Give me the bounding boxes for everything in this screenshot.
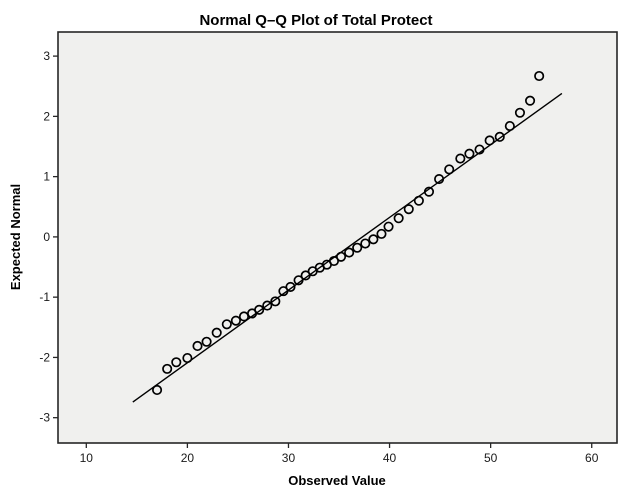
- data-point-circle: [192, 340, 203, 352]
- y-tick-label: 0: [43, 230, 50, 244]
- data-point-circle: [474, 144, 485, 155]
- data-point-circle: [376, 228, 387, 239]
- data-point-circle: [221, 319, 232, 330]
- data-point-circle: [494, 131, 505, 142]
- data-point-circle: [171, 357, 182, 368]
- data-point-circle: [413, 195, 424, 206]
- data-point-circle: [368, 234, 379, 245]
- y-tick-label: -3: [39, 411, 50, 425]
- data-point-circle: [162, 363, 173, 374]
- data-point-circle: [434, 173, 445, 185]
- data-point-circle: [211, 327, 222, 338]
- data-point-circle: [464, 148, 475, 159]
- plot-area-frame: [57, 31, 618, 444]
- y-tick-label: 3: [43, 49, 50, 63]
- data-point-circle: [201, 336, 212, 347]
- data-point-circle: [262, 300, 273, 311]
- data-point-circle: [525, 95, 536, 106]
- data-point-circle: [444, 164, 455, 175]
- data-point-circle: [352, 242, 363, 253]
- data-point-circle: [293, 275, 304, 286]
- data-point-circle: [182, 352, 193, 364]
- y-tick-label: 2: [43, 109, 50, 123]
- data-point-circle: [278, 286, 289, 297]
- data-point-circle: [455, 153, 466, 164]
- x-tick-label: 20: [181, 451, 195, 465]
- data-point-circle: [504, 120, 515, 132]
- data-point-circle: [484, 135, 495, 146]
- data-points-layer: [152, 70, 545, 396]
- data-point-circle: [514, 107, 526, 118]
- x-tick-label: 60: [585, 451, 599, 465]
- data-point-circle: [534, 70, 545, 82]
- y-axis-label: Expected Normal: [8, 184, 23, 290]
- data-point-circle: [335, 251, 347, 262]
- data-point-circle: [230, 315, 241, 326]
- y-tick-label: -1: [39, 290, 50, 304]
- x-tick-label: 50: [484, 451, 498, 465]
- data-point-circle: [344, 247, 355, 258]
- data-point-circle: [254, 304, 265, 315]
- x-axis-label: Observed Value: [288, 473, 386, 488]
- x-tick-label: 40: [383, 451, 397, 465]
- data-point-circle: [403, 204, 414, 215]
- data-point-circle: [423, 186, 435, 197]
- data-point-circle: [393, 213, 404, 224]
- data-point-circle: [300, 270, 311, 281]
- x-tick-label: 30: [282, 451, 296, 465]
- data-point-circle: [270, 296, 281, 307]
- chart-title: Normal Q–Q Plot of Total Protect: [199, 12, 432, 29]
- data-point-circle: [328, 255, 340, 267]
- x-tick-label: 10: [80, 451, 94, 465]
- data-point-circle: [360, 238, 371, 249]
- y-tick-label: 1: [43, 170, 50, 184]
- y-tick-label: -2: [39, 350, 50, 364]
- data-point-circle: [285, 281, 296, 292]
- data-point-circle: [383, 221, 394, 232]
- data-point-circle: [152, 384, 163, 396]
